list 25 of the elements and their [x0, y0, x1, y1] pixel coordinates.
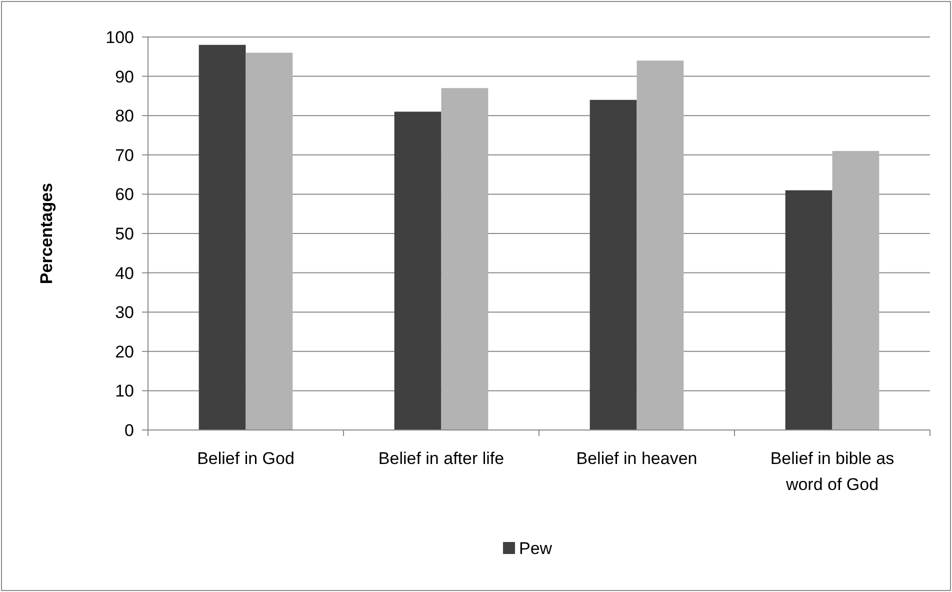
bar: [832, 150, 880, 430]
x-tick-label: Belief in God: [197, 449, 294, 468]
bar: [441, 88, 488, 430]
y-tick-label: 50: [115, 224, 134, 244]
y-tick-label: 30: [115, 303, 134, 322]
y-tick-label: 70: [115, 146, 134, 165]
y-axis-title: Percentages: [37, 182, 56, 284]
x-tick-label: Belief in heaven: [576, 449, 698, 468]
bar: [246, 52, 293, 430]
y-tick-label: 20: [115, 342, 134, 362]
bar: [590, 100, 637, 430]
x-tick-label: Belief in after life: [378, 449, 504, 468]
y-tick-label: 90: [115, 67, 134, 86]
y-tick-label: 60: [115, 185, 134, 204]
y-tick-label: 0: [124, 420, 134, 440]
y-tick-label: 80: [115, 106, 134, 126]
bar: [785, 190, 832, 430]
x-tick-label: Belief in bible as word of God: [770, 449, 894, 494]
legend-label: Pew: [519, 538, 553, 558]
y-tick-label: 10: [115, 382, 134, 401]
bar: [636, 60, 684, 430]
y-tick-label: 40: [115, 264, 134, 283]
y-tick-label: 100: [106, 28, 134, 47]
bar: [394, 112, 442, 430]
bar: [198, 44, 246, 430]
